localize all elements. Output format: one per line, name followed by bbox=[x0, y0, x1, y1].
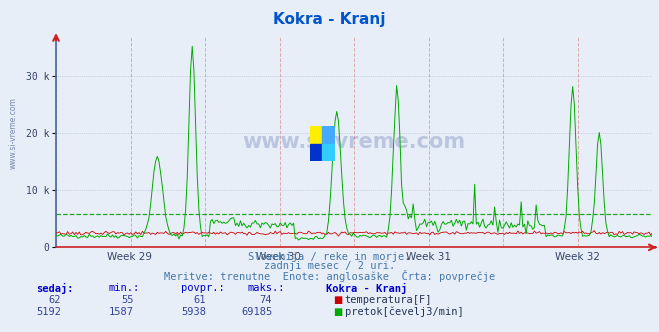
Text: 5938: 5938 bbox=[181, 307, 206, 317]
Text: 62: 62 bbox=[49, 295, 61, 305]
Bar bbox=[310, 143, 322, 161]
Text: Kokra - Kranj: Kokra - Kranj bbox=[273, 12, 386, 27]
Text: Kokra - Kranj: Kokra - Kranj bbox=[326, 283, 407, 294]
Text: maks.:: maks.: bbox=[247, 283, 285, 293]
Text: Meritve: trenutne  Enote: anglosaške  Črta: povprečje: Meritve: trenutne Enote: anglosaške Črta… bbox=[164, 270, 495, 282]
Text: sedaj:: sedaj: bbox=[36, 283, 74, 294]
Bar bbox=[322, 126, 335, 143]
Text: pretok[čevelj3/min]: pretok[čevelj3/min] bbox=[345, 307, 463, 317]
Text: zadnji mesec / 2 uri.: zadnji mesec / 2 uri. bbox=[264, 261, 395, 271]
Text: www.si-vreme.com: www.si-vreme.com bbox=[9, 97, 18, 169]
Bar bbox=[310, 126, 322, 143]
Text: 74: 74 bbox=[260, 295, 272, 305]
Text: ■: ■ bbox=[333, 307, 342, 317]
Text: 61: 61 bbox=[194, 295, 206, 305]
Text: ■: ■ bbox=[333, 295, 342, 305]
Text: min.:: min.: bbox=[109, 283, 140, 293]
Text: 55: 55 bbox=[121, 295, 134, 305]
Text: 5192: 5192 bbox=[36, 307, 61, 317]
Text: povpr.:: povpr.: bbox=[181, 283, 225, 293]
Text: www.si-vreme.com: www.si-vreme.com bbox=[243, 132, 466, 152]
Text: 1587: 1587 bbox=[109, 307, 134, 317]
Text: 69185: 69185 bbox=[241, 307, 272, 317]
Bar bbox=[322, 143, 335, 161]
Text: Slovenija / reke in morje.: Slovenija / reke in morje. bbox=[248, 252, 411, 262]
Text: temperatura[F]: temperatura[F] bbox=[345, 295, 432, 305]
